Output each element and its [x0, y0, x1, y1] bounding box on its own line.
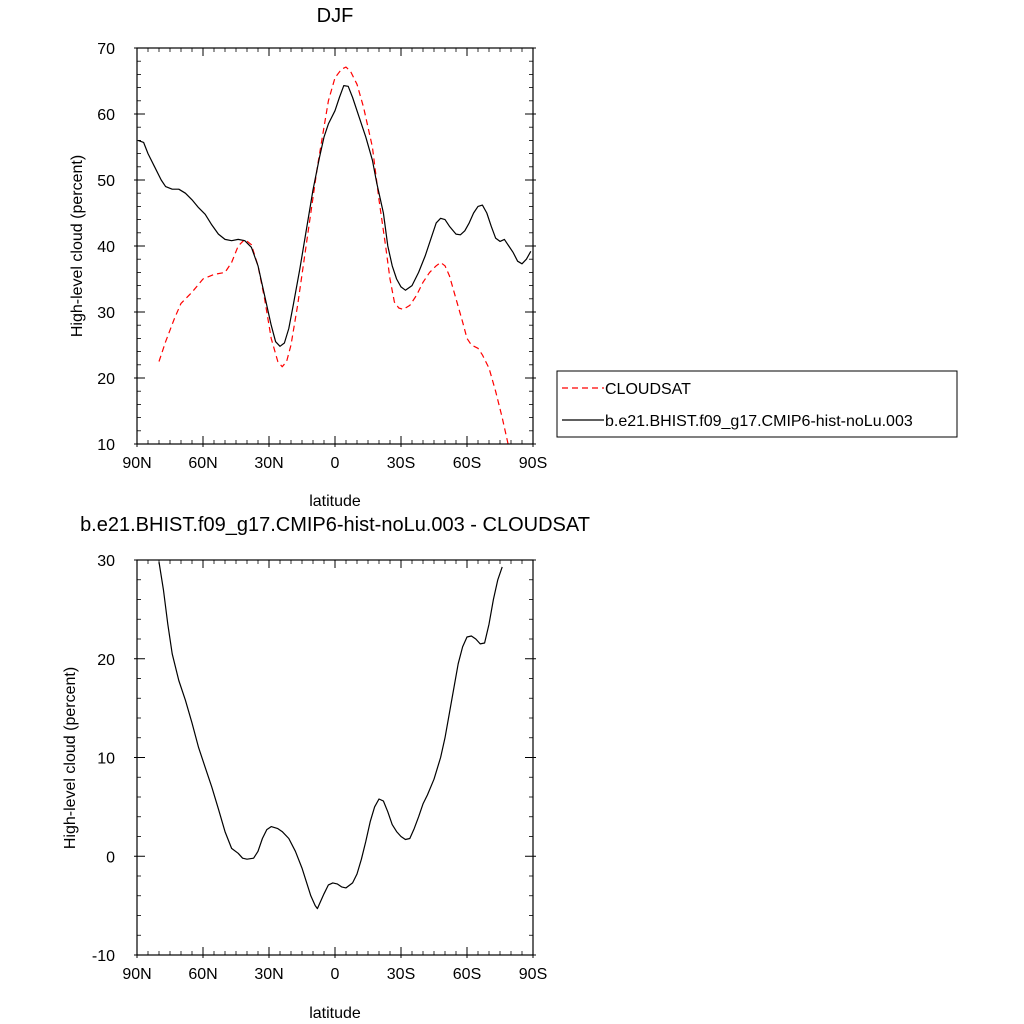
x-tick-label: 30S: [387, 966, 415, 983]
x-tick-label: 90N: [122, 455, 151, 472]
y-tick-label: -10: [92, 948, 115, 965]
x-tick-label: 60S: [453, 966, 481, 983]
x-tick-label: 0: [331, 455, 340, 472]
legend: CLOUDSAT b.e21.BHIST.f09_g17.CMIP6-hist-…: [556, 370, 958, 438]
x-tick-label: 30N: [254, 455, 283, 472]
y-tick-label: 0: [106, 849, 115, 866]
difference-panel: b.e21.BHIST.f09_g17.CMIP6-hist-noLu.003 …: [62, 514, 590, 1022]
y-tick-label: 10: [97, 751, 115, 768]
y-axis-label: High-level cloud (percent): [62, 667, 79, 849]
plot-frame: [136, 47, 534, 445]
difference-line: [158, 561, 503, 910]
x-tick-label: 90N: [122, 966, 151, 983]
x-tick-label: 90S: [519, 966, 547, 983]
y-tick-label: 40: [97, 239, 115, 256]
y-tick-label: 30: [97, 553, 115, 570]
y-axis-label: High-level cloud (percent): [69, 155, 86, 337]
y-tick-label: 50: [97, 173, 115, 190]
y-tick-label: 30: [97, 305, 115, 322]
legend-label-cloudsat: CLOUDSAT: [605, 381, 691, 398]
series-line-0: [158, 66, 510, 448]
y-tick-label: 20: [97, 652, 115, 669]
x-tick-label: 30N: [254, 966, 283, 983]
y-tick-label: 10: [97, 437, 115, 454]
series-line-1: [137, 85, 532, 347]
chart-title: b.e21.BHIST.f09_g17.CMIP6-hist-noLu.003 …: [80, 514, 590, 536]
legend-label-model: b.e21.BHIST.f09_g17.CMIP6-hist-noLu.003: [605, 413, 913, 430]
plot-frame: [136, 559, 534, 956]
x-tick-label: 60N: [188, 966, 217, 983]
y-tick-label: 60: [97, 107, 115, 124]
x-axis-label: latitude: [309, 493, 361, 510]
chart-title: DJF: [317, 5, 354, 27]
x-tick-label: 60S: [453, 455, 481, 472]
x-tick-label: 60N: [188, 455, 217, 472]
x-axis-label: latitude: [309, 1005, 361, 1022]
djf-panel: DJF 90N 60N 30N 0 30S 60S 90S 10 20 30 40 50 60 70 la…: [69, 5, 958, 510]
legend-box: [556, 370, 958, 438]
x-tick-label: 90S: [519, 455, 547, 472]
y-tick-label: 70: [97, 41, 115, 58]
x-tick-label: 30S: [387, 455, 415, 472]
y-tick-label: 20: [97, 371, 115, 388]
x-tick-label: 0: [331, 966, 340, 983]
